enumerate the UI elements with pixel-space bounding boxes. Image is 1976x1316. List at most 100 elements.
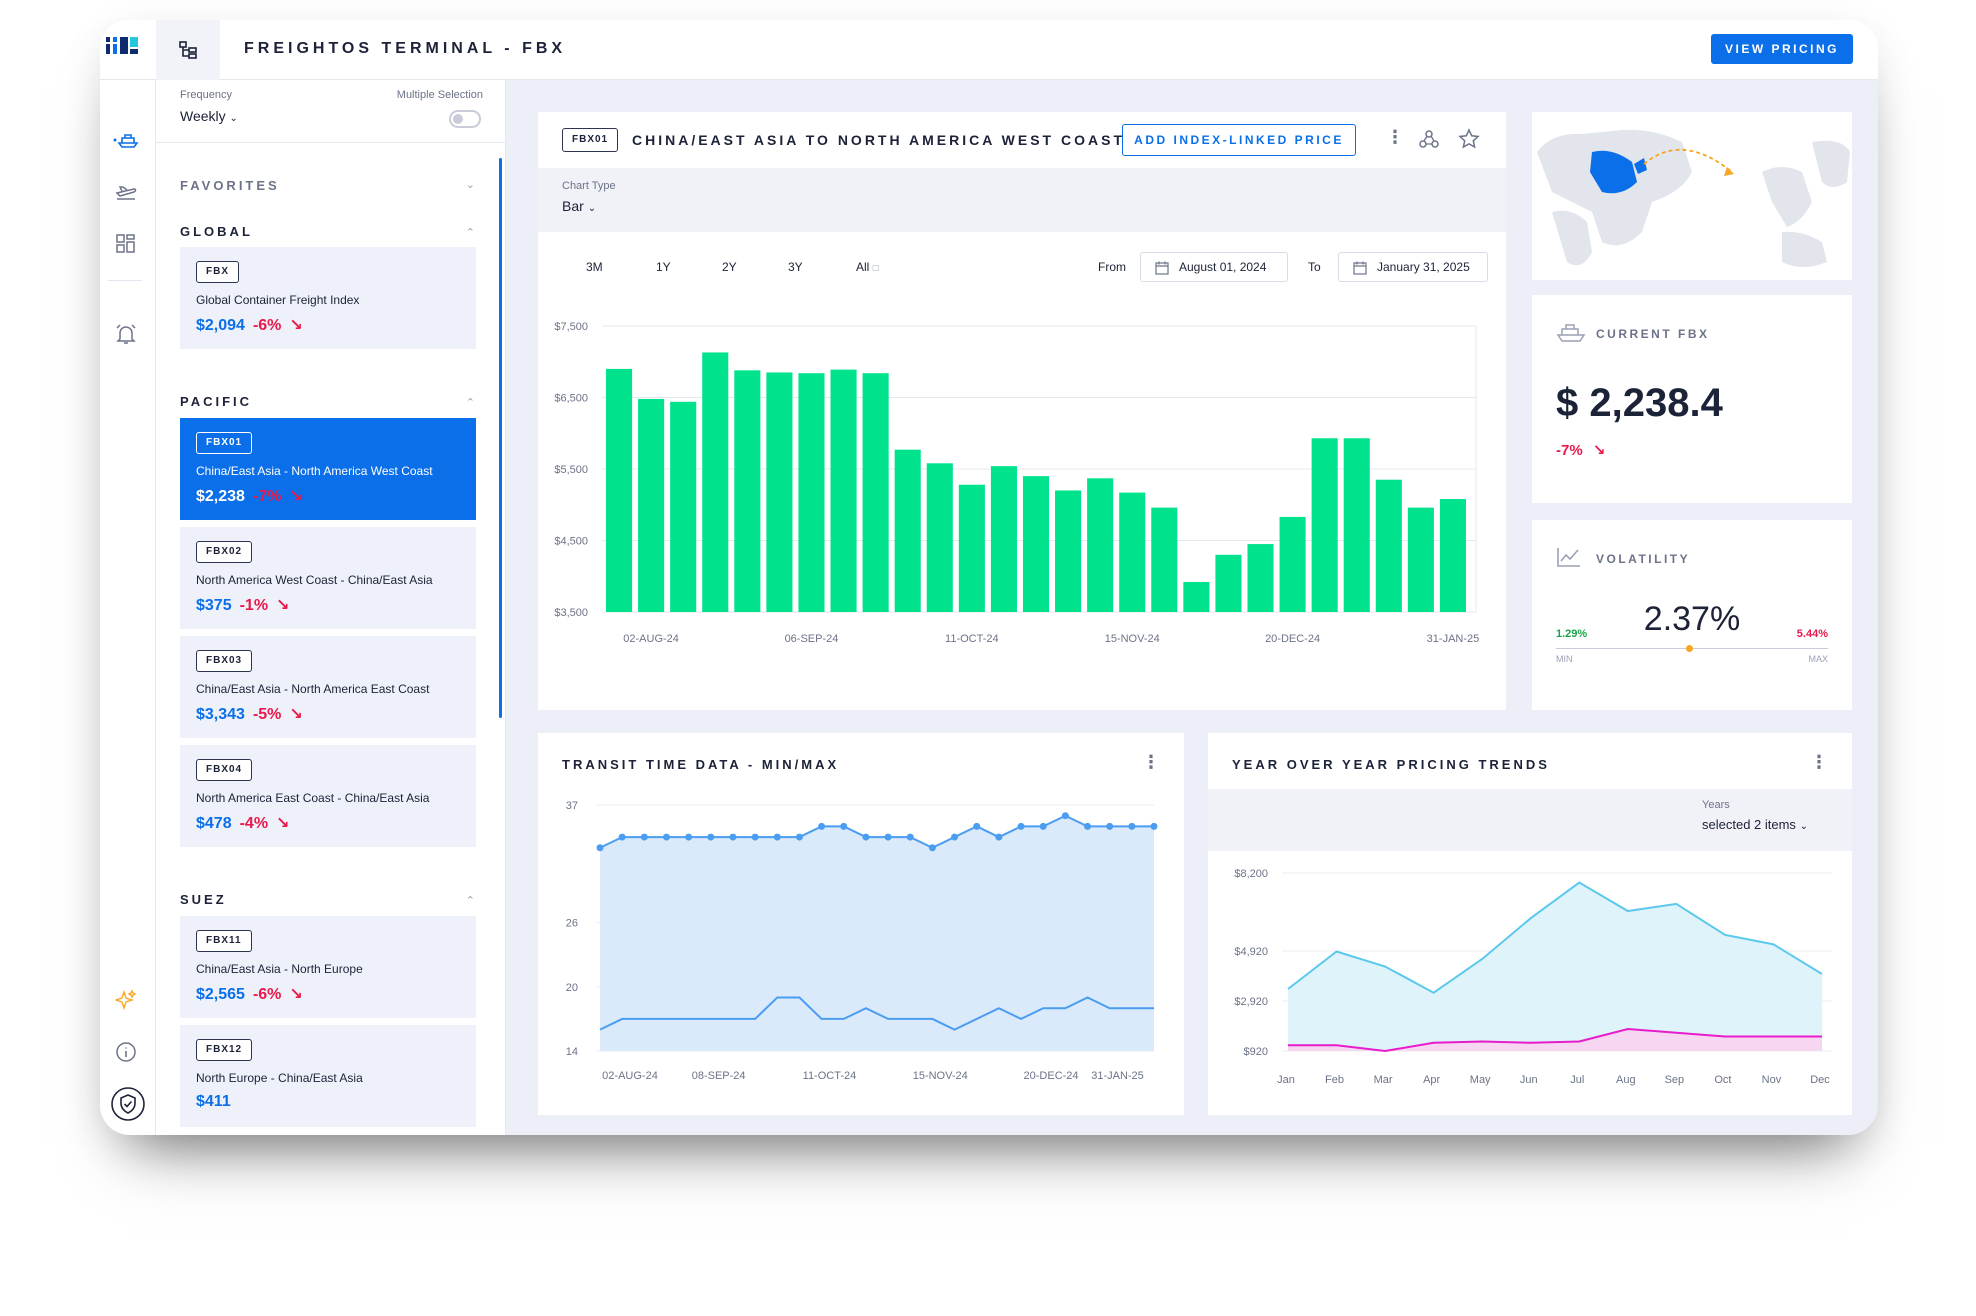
range-3m[interactable]: 3M [586,260,603,274]
frequency-select[interactable]: Weekly ⌄ [180,108,238,124]
air-freight-nav[interactable] [112,178,140,206]
index-code-badge: FBX04 [196,759,253,781]
index-card-fbx03[interactable]: FBX03 China/East Asia - North America Ea… [180,636,476,738]
index-change: -6% [252,317,282,334]
max-area [600,815,1154,1051]
bar [862,373,889,612]
volatility-marker [1686,645,1693,652]
ocean-freight-nav[interactable] [112,126,140,154]
line-chart-icon [1557,548,1580,567]
years-label: Years [1702,799,1730,811]
data-point [795,833,803,841]
trend-down-icon: ↘ [289,317,303,334]
from-date-value: August 01, 2024 [1179,260,1267,274]
info-button[interactable] [112,1038,140,1066]
app-window: FREIGHTOS TERMINAL - FBX VIEW PRICING Fr… [100,20,1878,1135]
x-tick-label: 31-JAN-25 [1427,633,1480,645]
index-name: China/East Asia - North America East Coa… [196,682,430,696]
x-tick-label: 31-JAN-25 [1091,1070,1144,1082]
data-point [751,833,759,841]
bar [638,398,665,612]
more-options-icon[interactable]: ⋮ [1386,127,1404,147]
chevron-up-icon[interactable]: ⌃ [465,227,475,239]
range-1y[interactable]: 1Y [656,260,671,274]
more-options-icon[interactable]: ⋮ [1142,752,1160,772]
index-card-fbx[interactable]: FBX Global Container Freight Index $2,09… [180,247,476,349]
bar [1119,492,1146,612]
ai-assistant-button[interactable] [112,986,140,1014]
data-point [1061,812,1069,820]
index-price: $2,565 [196,986,245,1003]
panel-title: TRANSIT TIME DATA - MIN/MAX [562,757,840,772]
index-card-fbx04[interactable]: FBX04 North America East Coast - China/E… [180,745,476,847]
sidebar-scrollbar[interactable] [499,158,502,718]
y-tick-label: $5,500 [554,464,588,476]
share-icon[interactable] [1418,128,1440,150]
grid-icon [116,234,135,253]
hierarchy-icon [179,41,197,59]
multiple-selection-toggle[interactable] [449,110,481,128]
security-button[interactable] [110,1086,146,1122]
data-point [640,833,648,841]
x-tick-label: Feb [1325,1074,1344,1086]
section-suez[interactable]: SUEZ [180,892,227,907]
y-tick-label: 14 [566,1046,578,1058]
bar [1151,507,1178,612]
trend-down-icon: ↘ [1592,442,1606,459]
y-tick-label: $3,500 [554,607,588,619]
star-icon[interactable] [1458,128,1480,150]
x-tick-label: 06-SEP-24 [785,633,839,645]
alerts-nav[interactable] [112,320,140,348]
index-price: $3,343 [196,706,245,723]
view-pricing-button[interactable]: VIEW PRICING [1711,34,1853,64]
hierarchy-view-button[interactable] [156,20,220,80]
from-date-picker[interactable]: August 01, 2024 [1140,252,1288,282]
years-select[interactable]: selected 2 items ⌄ [1702,817,1808,832]
y-tick-label: 37 [566,800,578,812]
data-point [818,822,826,830]
index-card-fbx12[interactable]: FBX12 North Europe - China/East Asia $41… [180,1025,476,1127]
chart-type-select[interactable]: Bar ⌄ [562,198,596,214]
range-3y[interactable]: 3Y [788,260,803,274]
x-tick-label: 15-NOV-24 [1105,633,1160,645]
index-name: China/East Asia - North America West Coa… [196,464,433,478]
bar [766,372,793,612]
transit-time-chart: 14 20 26 37 02-AUG-24 08-SEP-24 11-OCT-24 15-NO… [566,800,1158,1082]
chevron-up-icon[interactable]: ⌃ [465,397,475,409]
range-2y[interactable]: 2Y [722,260,737,274]
chart-type-label: Chart Type [562,180,616,192]
dashboard-nav[interactable] [112,230,140,258]
frequency-label: Frequency [180,89,232,101]
data-point [1084,822,1092,830]
chevron-down-icon: ⌄ [1799,821,1808,832]
more-options-icon[interactable]: ⋮ [1810,752,1828,772]
data-point [662,833,670,841]
volatility-max-value: 5.44% [1796,628,1828,640]
to-date-picker[interactable]: January 31, 2025 [1338,252,1488,282]
add-index-linked-price-button[interactable]: ADD INDEX-LINKED PRICE [1122,124,1356,156]
chevron-up-icon[interactable]: ⌃ [465,895,475,907]
index-price: $375 [196,597,232,614]
calendar-icon [1155,261,1169,275]
section-global[interactable]: GLOBAL [180,224,253,239]
y-tick-label: $8,200 [1234,868,1268,880]
chevron-down-icon[interactable]: ⌄ [465,179,475,191]
current-fbx-value: $ 2,238.4 [1556,381,1723,425]
section-pacific[interactable]: PACIFIC [180,394,253,409]
from-label: From [1098,260,1126,274]
data-point [951,833,959,841]
volatility-caption: VOLATILITY [1596,552,1691,566]
bar [1215,554,1242,612]
calendar-icon [1353,261,1367,275]
sidebar-divider [156,142,505,143]
trend-down-icon: ↘ [289,986,303,1003]
range-all[interactable]: All □ [856,260,879,274]
index-card-fbx11[interactable]: FBX11 China/East Asia - North Europe $2,… [180,916,476,1018]
index-card-fbx02[interactable]: FBX02 North America West Coast - China/E… [180,527,476,629]
route-map-panel [1532,112,1852,280]
yoy-pricing-chart: $920 $2,920 $4,920 $8,200 Jan Feb Mar Apr May Jun… [1234,868,1832,1086]
section-favorites[interactable]: FAVORITES [180,178,280,193]
index-card-fbx01[interactable]: FBX01 China/East Asia - North America We… [180,418,476,520]
data-point [906,833,914,841]
bar [798,373,825,612]
